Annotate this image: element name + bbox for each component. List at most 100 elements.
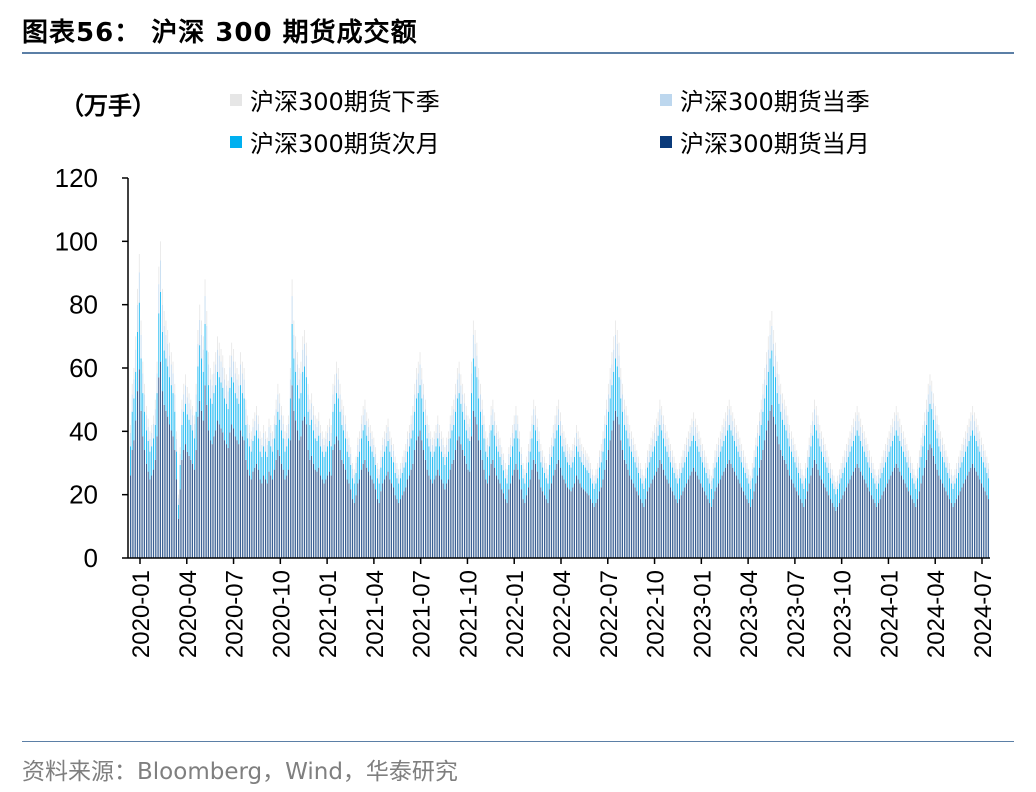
- bar-segment: [403, 456, 405, 468]
- bar-segment: [979, 438, 981, 452]
- legend-item-next-quarter: 沪深300期货下季: [230, 82, 440, 117]
- bar-segment: [133, 440, 135, 558]
- bar-segment: [311, 393, 313, 404]
- bar-segment: [430, 431, 432, 439]
- bar-segment: [616, 366, 618, 417]
- bar-segment: [599, 467, 600, 492]
- bar-segment: [325, 438, 327, 452]
- bar-segment: [878, 483, 879, 504]
- bar-segment: [716, 450, 718, 463]
- bar-segment: [536, 418, 538, 428]
- bar-segment: [892, 418, 894, 428]
- x-tick-label: 2022-07: [596, 570, 623, 658]
- bar-segment: [590, 499, 592, 558]
- bar-segment: [394, 456, 396, 463]
- bar-segment: [142, 373, 144, 394]
- bar-segment: [165, 334, 167, 359]
- bar-segment: [671, 467, 673, 492]
- bar-segment: [604, 469, 606, 558]
- bar-segment: [615, 358, 616, 411]
- bar-segment: [689, 446, 691, 476]
- bar-segment: [376, 468, 378, 479]
- bar-segment: [870, 456, 872, 463]
- bar-segment: [595, 503, 597, 558]
- bar-segment: [719, 451, 721, 480]
- bar-segment: [918, 467, 920, 492]
- bar-segment: [904, 437, 906, 445]
- bar-segment: [551, 437, 552, 445]
- bar-segment: [753, 456, 755, 468]
- bar-segment: [401, 456, 403, 463]
- bar-segment: [734, 440, 735, 472]
- bar-segment: [703, 456, 705, 468]
- bar-segment: [769, 410, 771, 558]
- bar-segment: [929, 403, 931, 445]
- x-tick-label: 2024-01: [876, 570, 903, 658]
- bar-segment: [321, 438, 323, 452]
- bar-segment: [329, 440, 330, 472]
- bar-segment: [872, 478, 874, 500]
- bar-segment: [504, 463, 506, 469]
- bar-segment: [679, 463, 680, 469]
- bar-segment: [252, 440, 254, 472]
- bar-segment: [472, 410, 474, 558]
- bar-segment: [405, 462, 407, 488]
- bar-segment: [687, 438, 689, 452]
- bar-segment: [933, 403, 934, 420]
- bar-segment: [289, 440, 291, 558]
- bar-segment: [766, 364, 767, 386]
- bar-segment: [975, 471, 977, 558]
- bar-segment: [790, 438, 792, 452]
- bar-segment: [179, 464, 181, 490]
- bar-segment: [480, 383, 481, 395]
- bar-segment: [478, 379, 480, 399]
- bar-segment: [494, 467, 496, 558]
- bar-segment: [551, 483, 552, 558]
- bar-segment: [160, 292, 162, 362]
- bar-segment: [394, 472, 396, 496]
- bar-segment: [760, 425, 762, 460]
- bar-segment: [185, 385, 186, 404]
- bar-segment: [728, 399, 730, 410]
- bar-segment: [677, 469, 679, 475]
- bar-segment: [490, 430, 492, 464]
- bar-segment: [195, 411, 197, 451]
- bar-segment: [174, 394, 176, 412]
- bar-segment: [300, 436, 302, 558]
- bar-segment: [803, 480, 805, 489]
- bar-segment: [668, 444, 670, 457]
- bar-segment: [446, 456, 448, 484]
- bar-segment: [138, 254, 140, 273]
- bar-segment: [371, 451, 373, 480]
- bar-segment: [988, 463, 990, 469]
- bar-segment: [158, 313, 160, 378]
- bar-segment: [867, 444, 869, 451]
- bar-segment: [231, 424, 233, 558]
- bar-segment: [650, 483, 652, 558]
- bar-segment: [655, 471, 657, 558]
- bar-segment: [288, 438, 289, 470]
- bar-segment: [243, 379, 245, 399]
- bar-segment: [613, 420, 615, 558]
- bar-segment: [869, 450, 870, 457]
- bar-segment: [510, 437, 512, 445]
- bar-segment: [767, 371, 769, 421]
- bar-segment: [270, 446, 272, 476]
- bar-segment: [277, 411, 279, 451]
- bar-segment: [794, 444, 796, 451]
- bar-segment: [350, 464, 352, 490]
- bar-segment: [561, 432, 563, 447]
- bar-segment: [289, 368, 291, 380]
- legend-swatch-next-quarter: [230, 93, 242, 106]
- bar-segment: [177, 494, 179, 499]
- x-tick-label: 2021-10: [455, 570, 482, 658]
- bar-segment: [369, 432, 371, 447]
- bar-segment: [336, 393, 337, 437]
- bar-segment: [846, 487, 847, 558]
- bar-segment: [156, 361, 158, 374]
- bar-segment: [167, 330, 169, 344]
- bar-segment: [922, 432, 924, 447]
- bar-segment: [615, 410, 616, 558]
- bar-segment: [217, 336, 218, 350]
- bar-segment: [419, 352, 421, 365]
